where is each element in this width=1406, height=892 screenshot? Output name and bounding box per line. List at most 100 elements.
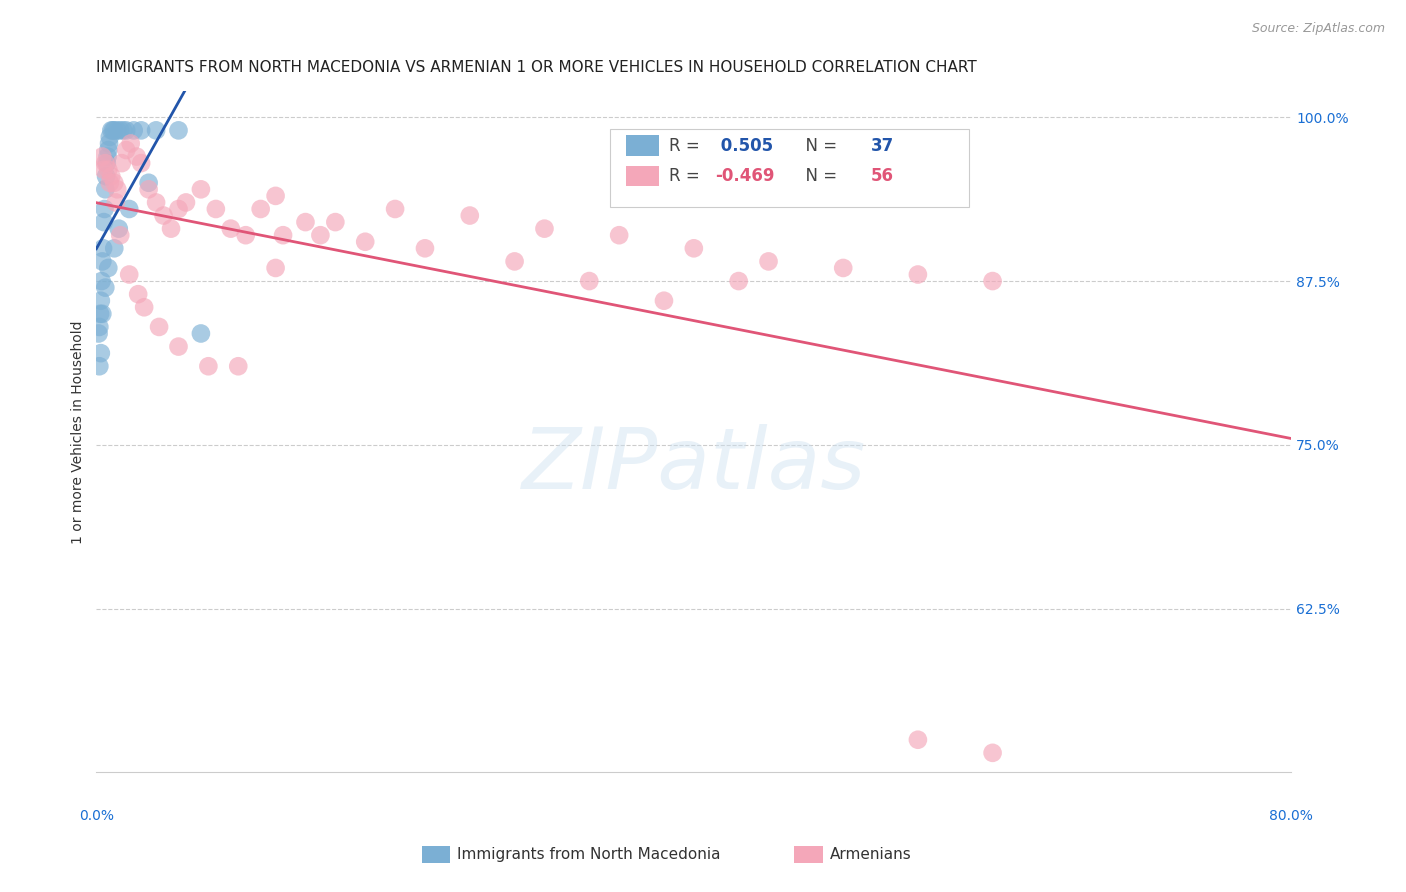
Point — [309, 228, 332, 243]
Point — [100, 169, 122, 184]
Point — [134, 300, 156, 314]
Text: R =: R = — [669, 167, 704, 186]
Point — [205, 202, 228, 216]
Point — [354, 235, 377, 249]
Point — [190, 326, 212, 341]
Point — [105, 123, 128, 137]
Point — [103, 123, 125, 137]
Text: 0.0%: 0.0% — [79, 809, 114, 823]
Text: 56: 56 — [870, 167, 894, 186]
Bar — [610, 128, 969, 207]
Point — [97, 162, 120, 177]
Point — [110, 228, 132, 243]
Point — [727, 274, 749, 288]
Text: -0.469: -0.469 — [716, 167, 775, 186]
Point — [226, 359, 249, 374]
Point — [90, 293, 112, 308]
Point — [89, 359, 111, 374]
Point — [174, 195, 197, 210]
Bar — [626, 136, 659, 156]
Point — [98, 129, 121, 144]
Point — [94, 169, 117, 184]
Point — [96, 150, 118, 164]
Point — [101, 123, 124, 137]
Bar — [626, 166, 659, 186]
Point — [758, 254, 780, 268]
Text: 0.505: 0.505 — [716, 136, 773, 154]
Point — [235, 228, 257, 243]
Point — [413, 241, 436, 255]
Point — [138, 176, 160, 190]
Point — [91, 307, 114, 321]
Point — [97, 143, 120, 157]
Point — [94, 156, 117, 170]
Point — [197, 359, 219, 374]
Text: Armenians: Armenians — [830, 847, 911, 862]
Point — [127, 287, 149, 301]
Point — [120, 136, 142, 151]
Text: R =: R = — [669, 136, 704, 154]
Text: Source: ZipAtlas.com: Source: ZipAtlas.com — [1251, 22, 1385, 36]
Point — [264, 260, 287, 275]
Text: IMMIGRANTS FROM NORTH MACEDONIA VS ARMENIAN 1 OR MORE VEHICLES IN HOUSEHOLD CORR: IMMIGRANTS FROM NORTH MACEDONIA VS ARMEN… — [97, 60, 977, 75]
Point — [98, 176, 121, 190]
Text: N =: N = — [796, 136, 842, 154]
Text: Immigrants from North Macedonia: Immigrants from North Macedonia — [457, 847, 720, 862]
Point — [249, 202, 271, 216]
Point — [107, 221, 129, 235]
Point — [129, 123, 152, 137]
Text: 37: 37 — [870, 136, 894, 154]
Point — [907, 268, 929, 282]
Point — [118, 202, 141, 216]
Point — [97, 260, 120, 275]
Point — [87, 326, 110, 341]
Point — [264, 189, 287, 203]
Point — [118, 268, 141, 282]
Point — [94, 280, 117, 294]
Point — [578, 274, 600, 288]
Point — [100, 123, 122, 137]
Point — [190, 182, 212, 196]
Point — [167, 340, 190, 354]
Point — [104, 195, 127, 210]
Point — [96, 156, 118, 170]
Point — [152, 209, 174, 223]
Point — [103, 241, 125, 255]
Text: 80.0%: 80.0% — [1270, 809, 1313, 823]
Point — [115, 123, 138, 137]
Point — [93, 215, 115, 229]
Point — [907, 732, 929, 747]
Point — [129, 156, 152, 170]
Point — [105, 182, 128, 196]
Point — [91, 241, 114, 255]
Y-axis label: 1 or more Vehicles in Household: 1 or more Vehicles in Household — [72, 320, 86, 543]
Point — [115, 143, 138, 157]
Point — [145, 123, 167, 137]
Point — [219, 221, 242, 235]
Point — [981, 274, 1004, 288]
Point — [93, 202, 115, 216]
Point — [89, 320, 111, 334]
Point — [111, 156, 134, 170]
Point — [167, 202, 190, 216]
Point — [110, 123, 132, 137]
Text: ZIPatlas: ZIPatlas — [522, 425, 866, 508]
Point — [325, 215, 347, 229]
Point — [91, 150, 114, 164]
Point — [832, 260, 855, 275]
Point — [294, 215, 316, 229]
Point — [682, 241, 704, 255]
Point — [98, 136, 121, 151]
Point — [167, 123, 190, 137]
Point — [503, 254, 526, 268]
Point — [93, 162, 115, 177]
Point — [91, 254, 114, 268]
Point — [384, 202, 406, 216]
Point — [122, 123, 145, 137]
Point — [148, 320, 170, 334]
Point — [103, 176, 125, 190]
Point — [533, 221, 555, 235]
Point — [145, 195, 167, 210]
Point — [94, 182, 117, 196]
Point — [271, 228, 294, 243]
